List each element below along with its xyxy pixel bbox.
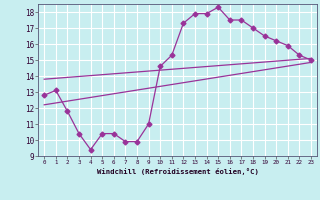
X-axis label: Windchill (Refroidissement éolien,°C): Windchill (Refroidissement éolien,°C) — [97, 168, 259, 175]
